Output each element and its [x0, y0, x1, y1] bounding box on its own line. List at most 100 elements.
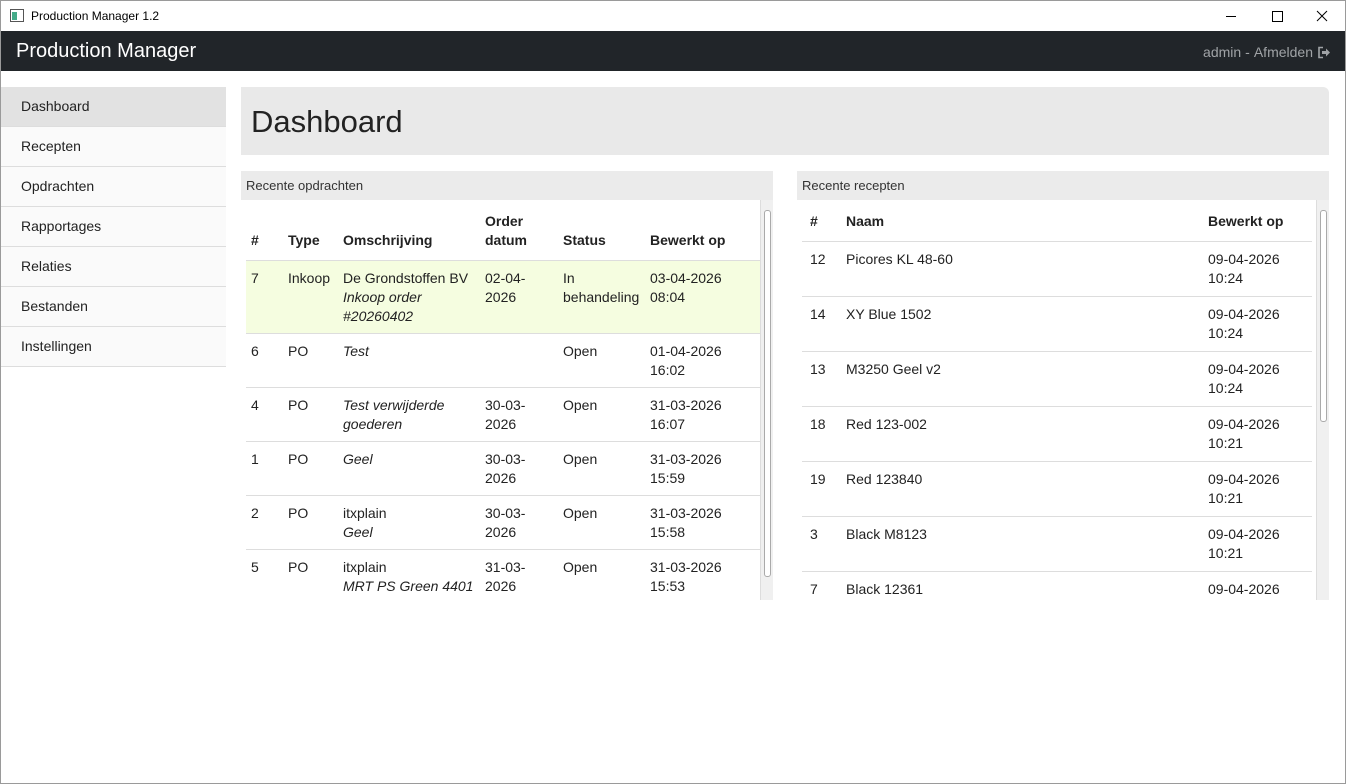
cell-edited: 31-03-2026 15:59	[645, 441, 760, 496]
cell-edited: 31-03-2026 15:58	[645, 495, 760, 550]
nav-item[interactable]: Relaties	[1, 247, 226, 287]
window-title: Production Manager 1.2	[31, 9, 160, 23]
cell-edited: 31-03-2026 16:07	[645, 387, 760, 442]
order-row[interactable]: 4 PO Test verwijderde goederen 30-03-2026 Op…	[246, 387, 760, 442]
recipe-row[interactable]: 13 M3250 Geel v2 09-04-2026 10:24	[802, 351, 1312, 407]
recipe-row[interactable]: 12 Picores KL 48-60 09-04-2026 10:24	[802, 241, 1312, 297]
panel-title: Recente opdrachten	[241, 171, 773, 200]
brand[interactable]: Production Manager	[16, 40, 197, 62]
column-header: Omschrijving	[338, 200, 480, 261]
nav-item[interactable]: Dashboard	[1, 87, 226, 127]
cell-edited: 03-04-2026 08:04	[645, 260, 760, 334]
recipe-row[interactable]: 14 XY Blue 1502 09-04-2026 10:24	[802, 296, 1312, 352]
minimize-button[interactable]	[1208, 1, 1254, 31]
order-row[interactable]: 6 PO Test Open 01-04-2026 16:02	[246, 333, 760, 388]
cell-date	[480, 333, 558, 388]
app-icon	[10, 9, 24, 22]
order-name: itxplain	[343, 559, 387, 575]
cell-id: 7	[246, 260, 283, 334]
cell: Black M8123	[838, 516, 1200, 572]
cell-type: PO	[283, 495, 338, 550]
cell: 09-04-2026 10:21	[1200, 406, 1312, 462]
nav-item[interactable]: Rapportages	[1, 207, 226, 247]
cell-type: PO	[283, 333, 338, 388]
user-menu: admin - Afmelden	[1203, 44, 1331, 60]
cell-date: 30-03-2026	[480, 441, 558, 496]
cell-status: In behandeling	[558, 260, 645, 334]
cell: 09-04-2026 10:24	[1200, 296, 1312, 352]
nav-item[interactable]: Instellingen	[1, 327, 226, 367]
cell: 18	[802, 406, 838, 462]
cell: M3250 Geel v2	[838, 351, 1200, 407]
column-header: Order datum	[480, 200, 558, 261]
maximize-button[interactable]	[1254, 1, 1300, 31]
navbar: Production Manager admin - Afmelden	[1, 31, 1345, 71]
recipe-row[interactable]: 18 Red 123-002 09-04-2026 10:21	[802, 406, 1312, 462]
cell: Black 12361	[838, 571, 1200, 600]
cell-description: itxplain Geel	[338, 495, 480, 550]
cell: 09-04-2026 10:21	[1200, 516, 1312, 572]
order-name: itxplain	[343, 505, 387, 521]
cell-type: PO	[283, 387, 338, 442]
cell-date: 30-03-2026	[480, 387, 558, 442]
cell-description: itxplain MRT PS Green 4401	[338, 549, 480, 600]
cell: Red 123840	[838, 461, 1200, 517]
cell-id: 2	[246, 495, 283, 550]
nav-item[interactable]: Recepten	[1, 127, 226, 167]
logout-icon[interactable]	[1317, 46, 1331, 59]
order-row[interactable]: 7 Inkoop De Grondstoffen BV Inkoop order #2…	[246, 260, 760, 334]
scrollbar[interactable]	[1316, 200, 1329, 600]
cell-type: Inkoop	[283, 260, 338, 334]
cell-description: De Grondstoffen BV Inkoop order #20260402	[338, 260, 480, 334]
order-row[interactable]: 1 PO Geel 30-03-2026 Open 31-03-2026 15:59	[246, 441, 760, 496]
cell-description: Test verwijderde goederen	[338, 387, 480, 442]
cell-id: 5	[246, 549, 283, 600]
orders-panel: Recente opdrachten # Type Omschrijving Orde…	[241, 171, 773, 600]
order-row[interactable]: 2 PO itxplain Geel 30-03-2026 Open 31-03-2026 …	[246, 495, 760, 550]
nav-item[interactable]: Opdrachten	[1, 167, 226, 207]
cell-status: Open	[558, 441, 645, 496]
cell-edited: 01-04-2026 16:02	[645, 333, 760, 388]
cell-date: 02-04-2026	[480, 260, 558, 334]
column-header: Type	[283, 200, 338, 261]
cell-status: Open	[558, 333, 645, 388]
logout-link[interactable]: Afmelden	[1253, 44, 1313, 60]
recipe-row[interactable]: 19 Red 123840 09-04-2026 10:21	[802, 461, 1312, 517]
scrollbar[interactable]	[760, 200, 773, 600]
page-title: Dashboard	[251, 104, 403, 139]
cell-description: Geel	[338, 441, 480, 496]
cell: 09-04-2026 10:21	[1200, 571, 1312, 600]
cell-status: Open	[558, 495, 645, 550]
cell: 13	[802, 351, 838, 407]
column-header: #	[246, 200, 283, 261]
cell: Red 123-002	[838, 406, 1200, 462]
cell: 12	[802, 241, 838, 297]
cell-description: Test	[338, 333, 480, 388]
cell-status: Open	[558, 387, 645, 442]
column-header: Status	[558, 200, 645, 261]
cell-type: PO	[283, 549, 338, 600]
user-name: admin	[1203, 44, 1242, 60]
cell: 09-04-2026 10:24	[1200, 351, 1312, 407]
panel-title: Recente recepten	[797, 171, 1329, 200]
column-header: Bewerkt op	[1200, 200, 1312, 242]
column-header: Naam	[838, 200, 1200, 242]
close-button[interactable]	[1299, 1, 1345, 31]
recipes-table: # Naam Bewerkt op 12 Picores KL 48-60 09-04-2…	[802, 200, 1312, 600]
cell-date: 30-03-2026	[480, 495, 558, 550]
recipe-row[interactable]: 3 Black M8123 09-04-2026 10:21	[802, 516, 1312, 572]
order-description: Test	[343, 343, 369, 359]
cell-id: 4	[246, 387, 283, 442]
cell: 09-04-2026 10:21	[1200, 461, 1312, 517]
cell-status: Open	[558, 549, 645, 600]
cell: 7	[802, 571, 838, 600]
order-description: Geel	[343, 451, 373, 467]
order-row[interactable]: 5 PO itxplain MRT PS Green 4401 31-03-2026 Op…	[246, 549, 760, 600]
cell-type: PO	[283, 441, 338, 496]
nav-item[interactable]: Bestanden	[1, 287, 226, 327]
cell: 3	[802, 516, 838, 572]
cell: XY Blue 1502	[838, 296, 1200, 352]
